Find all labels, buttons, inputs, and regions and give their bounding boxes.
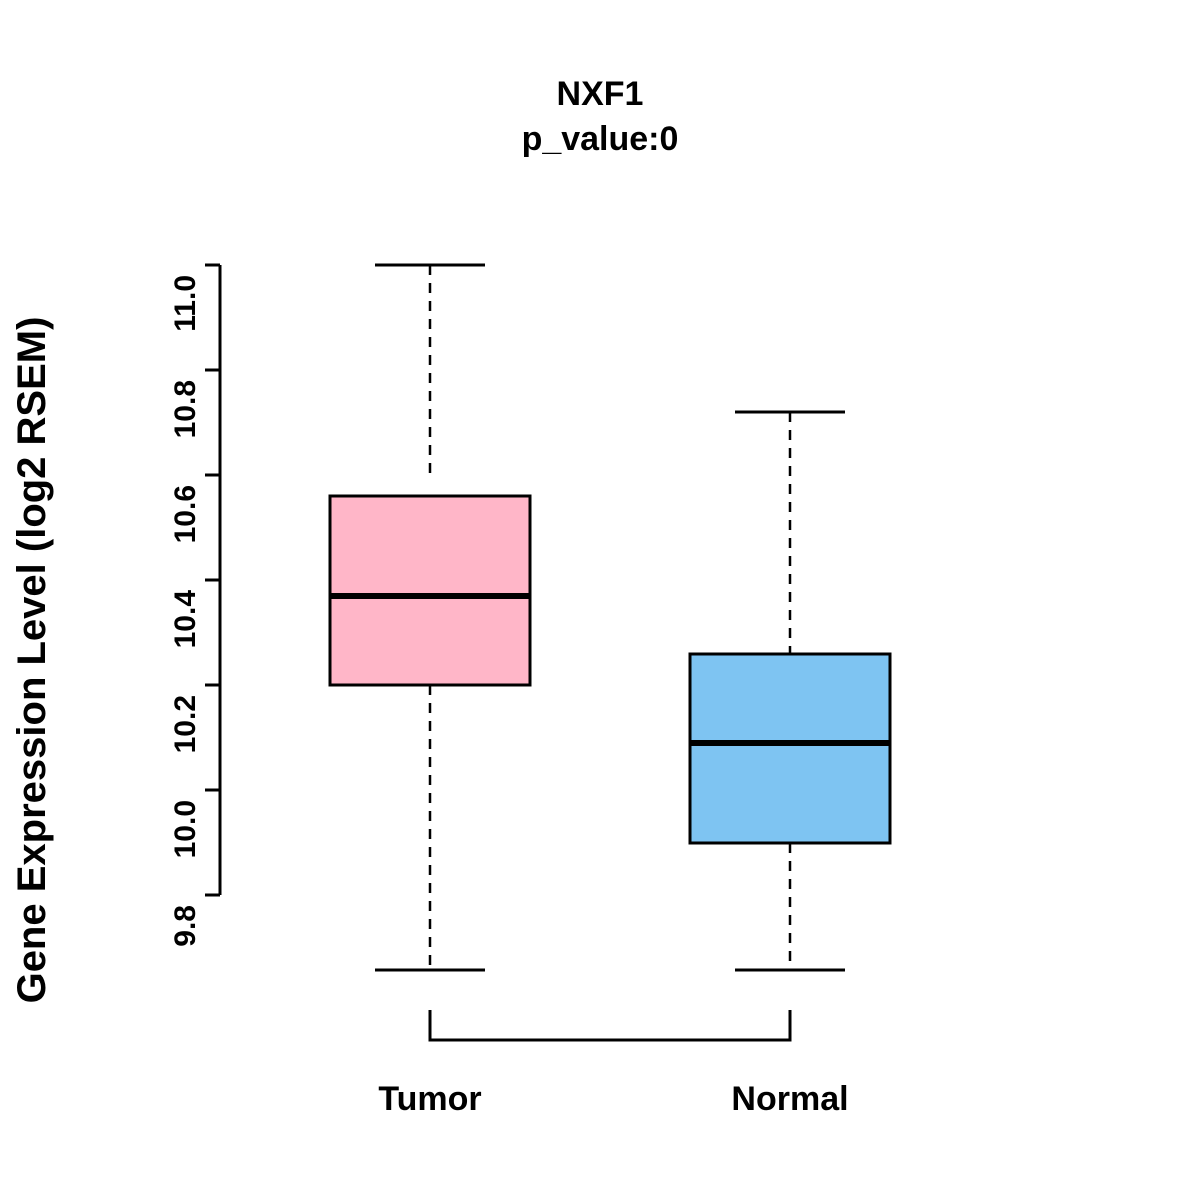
svg-text:10.8: 10.8 — [169, 380, 202, 438]
chart-title: NXF1 — [557, 75, 644, 113]
chart-subtitle: p_value:0 — [522, 120, 679, 158]
normal-group-label[interactable]: Normal — [731, 1080, 848, 1118]
svg-text:11.0: 11.0 — [169, 275, 202, 332]
svg-text:9.8: 9.8 — [169, 905, 202, 947]
normal-box[interactable] — [690, 654, 890, 843]
boxplot-chart: NXF1 p_value:0 Gene Expression Level (lo… — [0, 0, 1200, 1200]
y-axis-label: Gene Expression Level (log2 RSEM) — [10, 317, 54, 1004]
svg-text:10.6: 10.6 — [169, 485, 202, 543]
svg-text:10.0: 10.0 — [169, 800, 202, 858]
svg-text:10.2: 10.2 — [169, 695, 202, 753]
tumor-group-label[interactable]: Tumor — [378, 1080, 481, 1118]
tumor-box[interactable] — [330, 496, 530, 685]
svg-text:10.4: 10.4 — [169, 590, 202, 649]
